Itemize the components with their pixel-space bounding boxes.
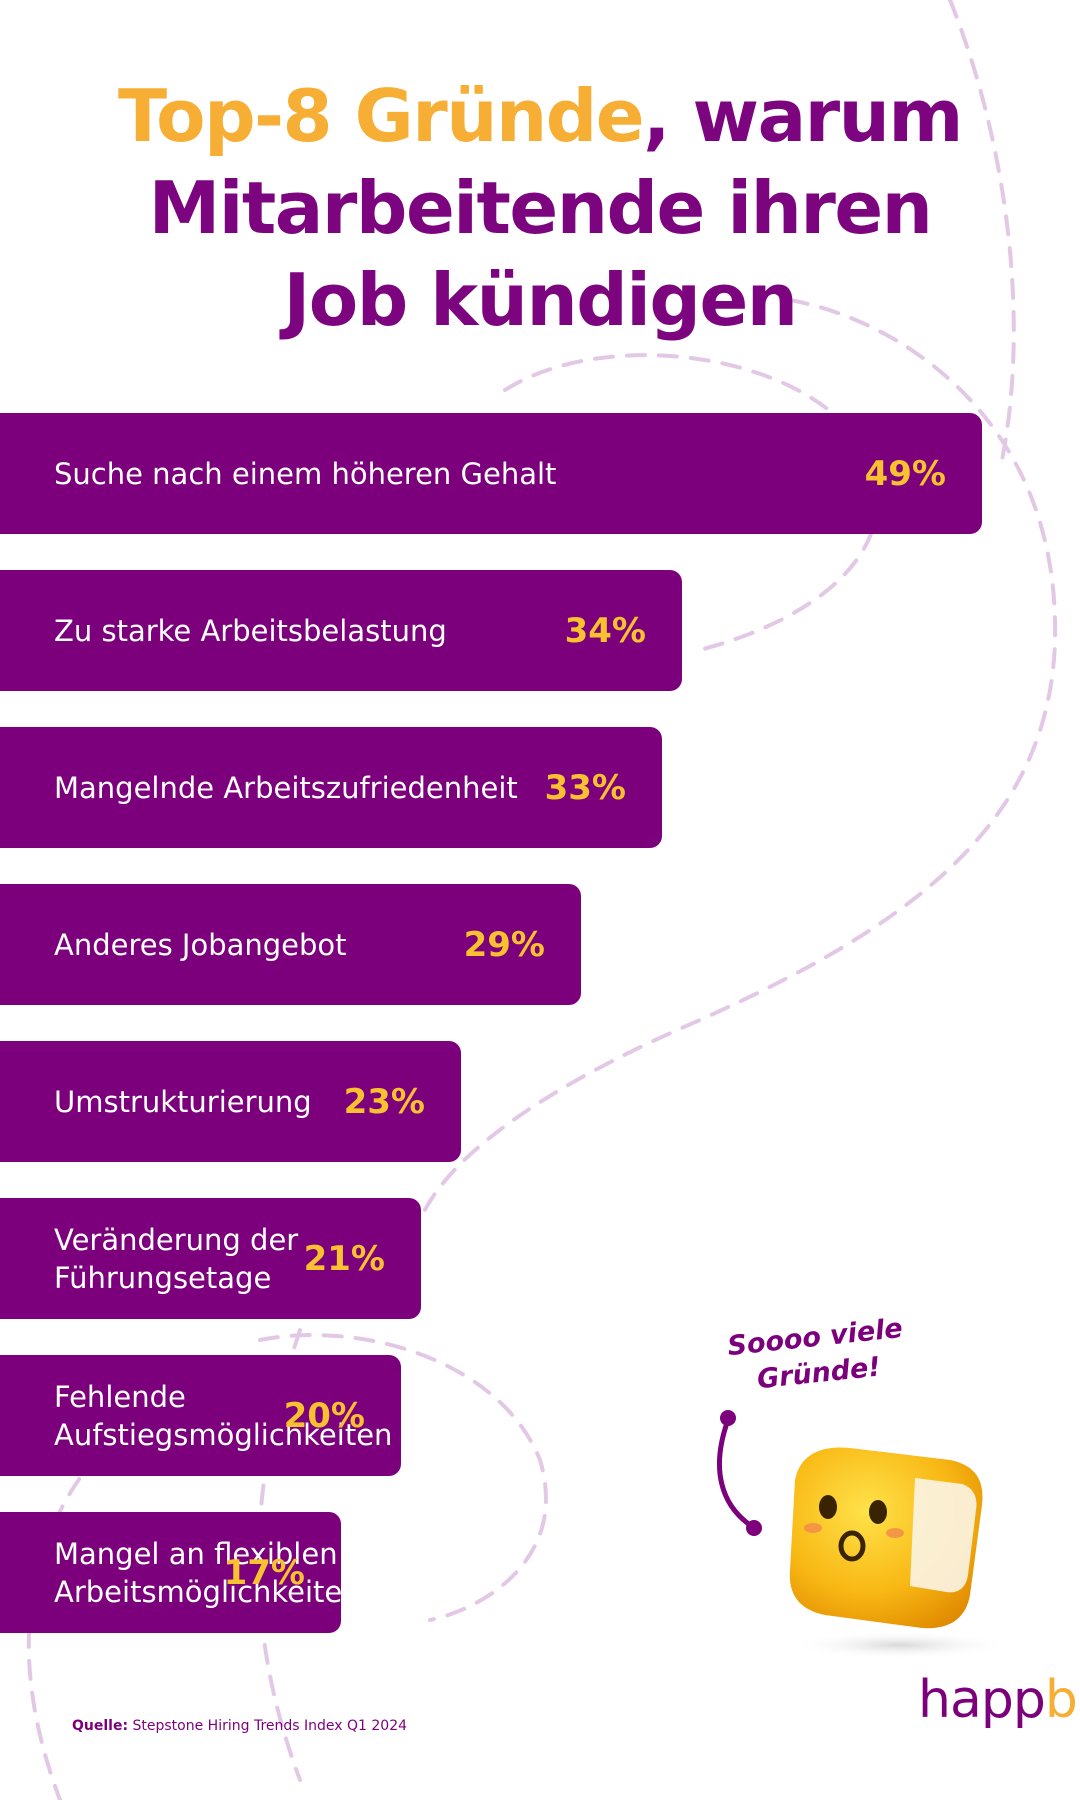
bar-label: Suche nach einem höheren Gehalt (54, 456, 557, 491)
bar-value-label: 29% (463, 924, 545, 965)
bar-7: Fehlende Aufstiegsmöglichkeiten 20% (0, 1355, 401, 1476)
page-title: Top-8 Gründe, warum Mitarbeitende ihren … (60, 70, 1020, 346)
source-label: Quelle: (72, 1718, 129, 1734)
title-line3: Job kündigen (283, 258, 798, 342)
bar-value-label: 33% (544, 767, 626, 808)
bar-value-label: 17% (223, 1552, 305, 1593)
title-highlight: Top-8 Gründe (118, 74, 645, 158)
bar-label: Veränderung der Führungsetage (54, 1222, 299, 1295)
bar-label: Mangel an flexiblen Arbeitsmöglichkeiten (54, 1536, 361, 1609)
bar-5: Umstrukturierung 23% (0, 1041, 461, 1162)
bar-value-label: 49% (864, 453, 946, 494)
logo-main: happ (918, 1670, 1046, 1730)
title-line2: Mitarbeitende ihren (148, 166, 933, 250)
source-note: Quelle: Stepstone Hiring Trends Index Q1… (72, 1718, 407, 1734)
bar-value-label: 34% (564, 610, 646, 651)
source-text: Stepstone Hiring Trends Index Q1 2024 (132, 1718, 408, 1734)
bar-8: Mangel an flexiblen Arbeitsmöglichkeiten… (0, 1512, 361, 1633)
happb-logo: happb (918, 1670, 1078, 1730)
bar-label: Zu starke Arbeitsbelastung (54, 613, 447, 648)
bar-2: Zu starke Arbeitsbelastung 34% (0, 570, 682, 691)
logo-accent: b (1044, 1670, 1078, 1730)
title-line1-rest: , warum (643, 74, 963, 158)
cube-mascot-icon (716, 1410, 1010, 1659)
bar-6: Veränderung der Führungsetage 21% (0, 1198, 421, 1319)
bar-value-label: 21% (303, 1238, 385, 1279)
bar-label: Umstrukturierung (54, 1084, 312, 1119)
bar-3: Mangelnde Arbeitszufriedenheit 33% (0, 727, 662, 848)
bar-label: Mangelnde Arbeitszufriedenheit (54, 770, 518, 805)
bar-label: Fehlende Aufstiegsmöglichkeiten (54, 1379, 393, 1452)
bar-label: Anderes Jobangebot (54, 927, 347, 962)
bar-value-label: 23% (343, 1081, 425, 1122)
bar-4: Anderes Jobangebot 29% (0, 884, 581, 1005)
bar-value-label: 20% (283, 1395, 365, 1436)
bar-1: Suche nach einem höheren Gehalt 49% (0, 413, 982, 534)
